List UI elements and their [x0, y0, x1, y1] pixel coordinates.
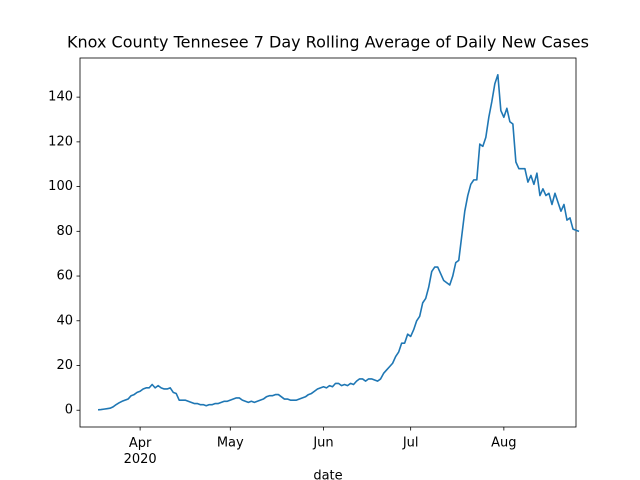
- y-tick-label: 80: [56, 224, 73, 239]
- y-tick-label: 100: [48, 179, 73, 194]
- x-tick-label: Jul: [402, 436, 419, 451]
- x-tick-label: Apr 2020: [124, 436, 157, 467]
- x-tick-label: May: [217, 436, 244, 451]
- x-axis-label: date: [313, 469, 342, 480]
- y-tick-label: 40: [56, 313, 73, 328]
- y-tick-label: 60: [56, 269, 73, 284]
- data-line: [97, 73, 580, 411]
- plot-frame: [79, 57, 577, 428]
- y-tick-label: 20: [56, 358, 73, 373]
- chart-title: Knox County Tennesee 7 Day Rolling Avera…: [67, 33, 589, 52]
- x-tick-label: Jun: [312, 436, 333, 451]
- y-tick-label: 140: [48, 90, 73, 105]
- y-tick-label: 120: [48, 134, 73, 149]
- y-tick-label: 0: [65, 403, 73, 418]
- x-tick-label: Aug: [491, 436, 516, 451]
